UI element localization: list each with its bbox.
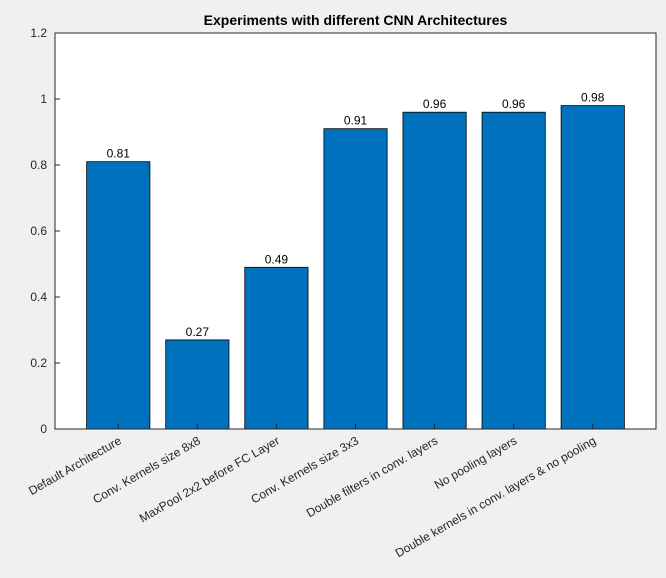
data-label: 0.49 [265,252,289,266]
bar [323,128,388,430]
data-label: 0.98 [581,91,605,105]
x-tick-label: MaxPool 2x2 before FC Layer [137,433,282,525]
y-tick-label: 0 [40,422,47,436]
data-label: 0.96 [502,97,526,111]
y-tick-label: 0.2 [30,356,47,370]
y-tick-label: 1.2 [30,26,47,40]
y-tick-label: 0.4 [30,290,47,304]
data-label: 0.81 [107,147,131,161]
data-label: 0.27 [186,325,210,339]
y-axis-ticks: 0 0.2 0.4 0.6 0.8 1 1.2 [30,26,60,436]
data-label: 0.96 [423,97,447,111]
bar [165,339,230,430]
data-label: 0.91 [344,114,368,128]
chart-title: Experiments with different CNN Architect… [204,12,508,28]
y-tick-label: 0.8 [30,158,47,172]
y-tick-label: 1 [40,92,47,106]
plot-frame [54,32,657,430]
bar [86,161,151,430]
y-tick-label: 0.6 [30,224,47,238]
bar [481,111,546,430]
bar [402,111,467,430]
x-tick-label: Double filters in conv. layers [304,433,440,520]
bars [86,105,625,430]
data-labels: 0.81 0.27 0.49 0.91 0.96 0.96 0.98 [107,91,605,339]
bar [560,105,625,430]
bar [244,266,309,430]
